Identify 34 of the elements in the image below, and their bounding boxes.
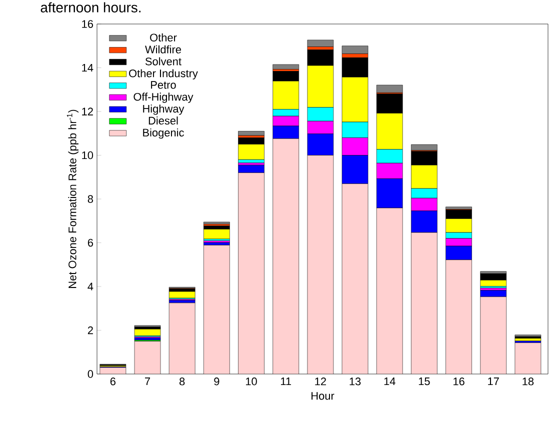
x-tick-label: 16 <box>454 378 464 386</box>
text: afternoon hours. <box>40 2 140 12</box>
x-tick-label: 11 <box>280 378 292 386</box>
y-tick-label: 12 <box>82 108 93 116</box>
y-tick-label: 14 <box>82 64 94 72</box>
legend-label: Solvent <box>145 57 182 66</box>
legend-label: Diesel <box>148 116 178 125</box>
y-tick-label: 6 <box>88 238 93 247</box>
legend-label: Petro <box>151 81 176 89</box>
x-tick-label: 12 <box>315 378 326 386</box>
x-tick-label: 14 <box>384 378 396 386</box>
x-tick-label: 9 <box>214 378 220 386</box>
x-tick-label: 15 <box>418 378 430 386</box>
y-tick-label: 0 <box>88 370 94 378</box>
x-tick-label: 17 <box>488 378 499 386</box>
y-tick-label: 10 <box>82 151 94 160</box>
legend-label: Other <box>150 33 177 42</box>
x-axis-title: Hour <box>312 392 334 400</box>
legend-label: Biogenic <box>143 128 184 139</box>
y-tick-label: 8 <box>88 195 93 203</box>
x-tick-label: 6 <box>110 378 116 386</box>
legend-label: Other Industry <box>129 69 198 80</box>
y-tick-label: 2 <box>88 326 93 334</box>
legend-label: Wildfire <box>145 45 182 54</box>
legend-label: Off-Highway <box>134 92 194 103</box>
legend-label: Highway <box>143 104 184 115</box>
x-tick-label: 10 <box>246 378 257 386</box>
y-tick-label: 4 <box>88 282 94 290</box>
x-tick-label: 7 <box>145 378 150 386</box>
x-tick-label: 18 <box>522 378 534 386</box>
y-axis-title: Net Ozone Formation Rate (ppb hr$^{-1}$) <box>66 110 78 288</box>
x-tick-label: 13 <box>350 378 361 386</box>
x-tick-label: 8 <box>180 378 185 386</box>
y-tick-label: 16 <box>82 20 93 28</box>
